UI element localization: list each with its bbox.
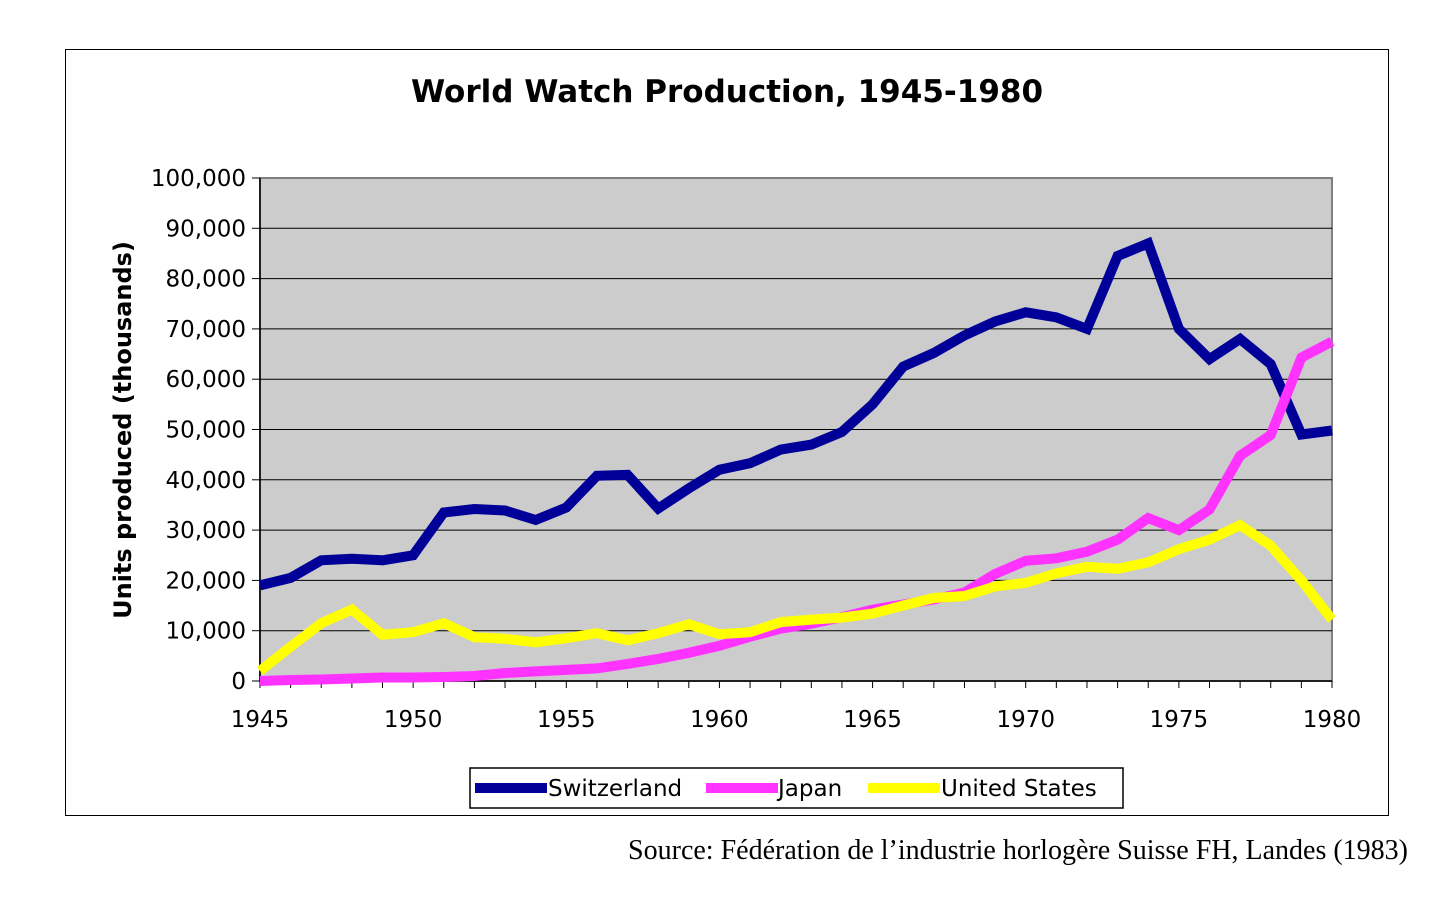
y-tick-label: 90,000	[166, 216, 246, 242]
y-tick-label: 60,000	[166, 367, 246, 393]
x-tick-label: 1950	[384, 707, 443, 733]
x-tick-label: 1980	[1303, 707, 1362, 733]
x-tick-label: 1965	[843, 707, 902, 733]
x-tick-label: 1970	[996, 707, 1055, 733]
series-line-japan	[259, 337, 1335, 686]
series-line-switzerland	[258, 236, 1333, 591]
legend: Switzerland Japan United States	[469, 767, 1124, 809]
y-tick-label: 30,000	[166, 518, 246, 544]
chart-svg: World Watch Production, 1945-1980 0 10,00…	[109, 74, 1361, 809]
source-note: Source: Fédération de l’industrie horlog…	[628, 835, 1408, 866]
y-axis-label: Units produced (thousands)	[109, 241, 137, 619]
x-tick-label: 1960	[690, 707, 749, 733]
x-tick-label: 1945	[231, 707, 290, 733]
y-tick-label: 40,000	[166, 468, 246, 494]
y-tick-label: 100,000	[151, 166, 246, 192]
legend-label-united-states: United States	[941, 776, 1097, 802]
x-tick-label: 1955	[537, 707, 596, 733]
y-tick-label: 20,000	[166, 568, 246, 594]
axes: 0 10,000 20,000 30,000 40,000 50,000 60,000 70,…	[151, 166, 1361, 733]
y-tick-label: 80,000	[166, 267, 246, 293]
legend-box	[469, 767, 1124, 809]
series-lines	[256, 236, 1336, 686]
y-tick-label: 70,000	[166, 317, 246, 343]
series-line-united-states	[256, 519, 1336, 675]
y-tick-label: 0	[231, 669, 246, 695]
x-tick-label: 1975	[1150, 707, 1209, 733]
chart-title: World Watch Production, 1945-1980	[411, 74, 1043, 110]
legend-label-japan: Japan	[776, 776, 842, 802]
gridlines	[260, 227, 1332, 632]
legend-label-switzerland: Switzerland	[548, 776, 682, 802]
y-tick-label: 50,000	[166, 418, 246, 444]
y-tick-label: 10,000	[166, 619, 246, 645]
chart-frame: World Watch Production, 1945-1980 0 10,00…	[65, 49, 1389, 816]
